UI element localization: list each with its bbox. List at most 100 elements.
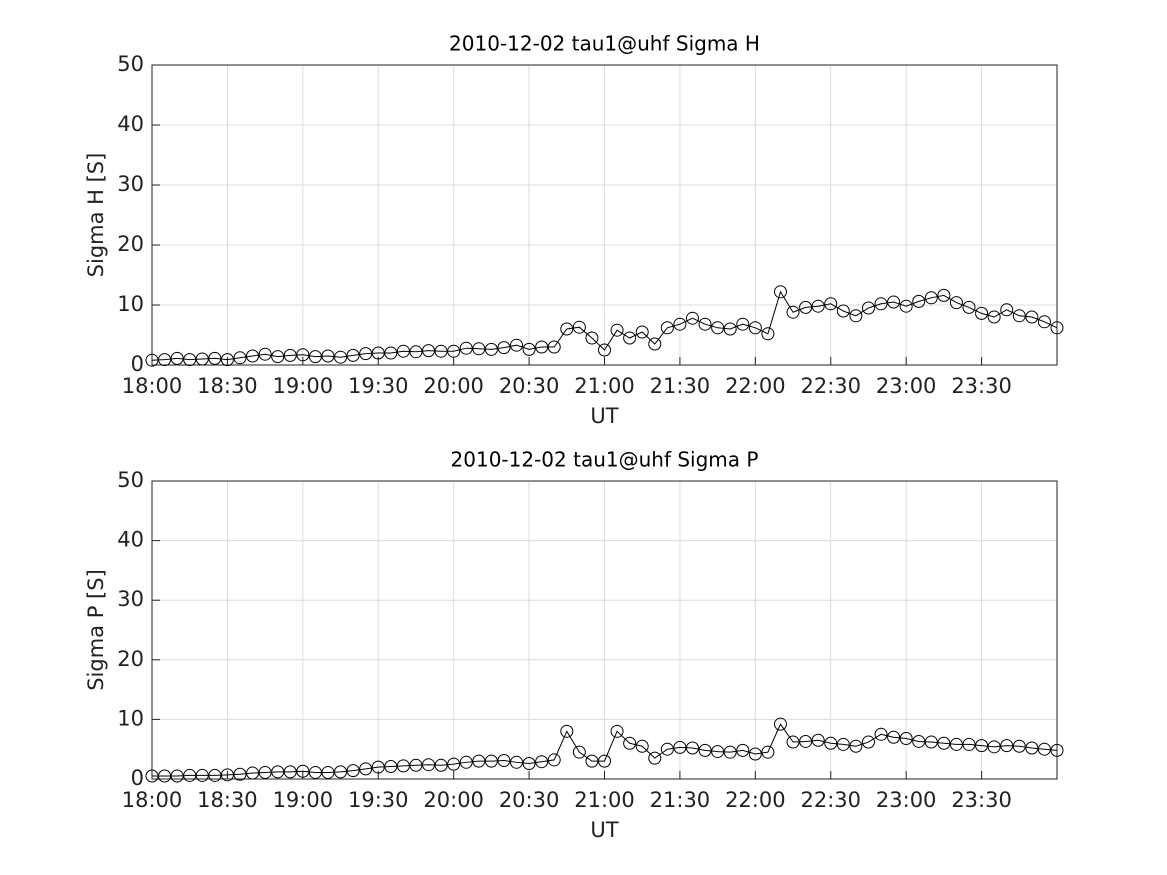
x-tick-label: 19:00 <box>273 788 334 812</box>
data-point <box>811 733 825 747</box>
data-point <box>170 351 184 365</box>
data-point <box>924 291 938 305</box>
data-point <box>748 747 762 761</box>
data-point <box>698 317 712 331</box>
data-point <box>459 755 473 769</box>
data-point <box>673 740 687 754</box>
x-tick-label: 22:30 <box>800 374 861 398</box>
x-tick-label: 20:00 <box>423 788 484 812</box>
x-tick-label: 20:30 <box>499 374 560 398</box>
x-tick-label: 18:00 <box>122 788 183 812</box>
data-point <box>497 754 511 768</box>
data-point <box>786 305 800 319</box>
data-point <box>723 322 737 336</box>
data-point <box>434 344 448 358</box>
data-point <box>308 350 322 364</box>
data-point <box>535 755 549 769</box>
data-point <box>949 296 963 310</box>
x-tick-label: 19:00 <box>273 374 334 398</box>
data-point <box>824 297 838 311</box>
y-tick-label: 0 <box>131 766 144 790</box>
x-tick-label: 23:30 <box>951 788 1012 812</box>
data-point <box>447 344 461 358</box>
data-point <box>384 759 398 773</box>
data-point <box>660 742 674 756</box>
x-tick-label: 21:00 <box>574 374 635 398</box>
data-point <box>623 736 637 750</box>
data-point <box>484 342 498 356</box>
data-point <box>1000 739 1014 753</box>
data-point <box>887 730 901 744</box>
data-point <box>874 727 888 741</box>
y-axis-label: Sigma H [S] <box>84 153 108 278</box>
data-point <box>799 734 813 748</box>
data-point <box>987 310 1001 324</box>
data-point <box>409 758 423 772</box>
data-point <box>145 353 159 367</box>
data-point <box>510 755 524 769</box>
data-point <box>598 343 611 357</box>
x-axis-label: UT <box>590 404 618 428</box>
data-point <box>434 758 448 772</box>
data-point <box>296 348 310 362</box>
data-point <box>258 765 272 779</box>
data-point <box>183 353 197 367</box>
x-tick-label: 19:30 <box>348 788 409 812</box>
chart-title: 2010-12-02 tau1@uhf Sigma P <box>451 448 759 472</box>
data-point <box>271 350 285 364</box>
data-point <box>673 317 687 331</box>
x-tick-label: 22:00 <box>725 788 786 812</box>
y-tick-label: 0 <box>131 352 144 376</box>
data-point <box>773 285 787 299</box>
data-point <box>824 736 838 750</box>
data-point <box>195 352 209 366</box>
data-point <box>924 735 938 749</box>
data-line <box>152 723 1058 777</box>
data-point <box>560 724 574 738</box>
data-point <box>371 346 385 360</box>
data-point <box>258 347 272 361</box>
data-point <box>233 351 247 365</box>
data-point <box>396 344 410 358</box>
data-point <box>811 299 825 313</box>
data-point <box>861 735 875 749</box>
data-point <box>610 323 624 337</box>
x-tick-label: 21:30 <box>650 788 711 812</box>
data-point <box>346 764 360 778</box>
data-point <box>874 297 888 311</box>
data-point <box>359 347 373 361</box>
data-point <box>861 301 875 315</box>
data-point <box>447 757 461 771</box>
data-point <box>547 753 561 767</box>
data-point <box>623 331 637 345</box>
data-point <box>648 337 662 351</box>
x-tick-label: 20:30 <box>499 788 560 812</box>
y-tick-label: 10 <box>117 292 144 316</box>
data-point <box>409 345 423 359</box>
data-point <box>912 734 926 748</box>
data-point <box>685 311 699 325</box>
data-point <box>422 758 436 772</box>
data-point <box>308 765 322 779</box>
data-point <box>748 321 762 335</box>
data-point <box>246 766 260 780</box>
data-point <box>158 353 172 367</box>
data-point <box>836 737 850 751</box>
data-point <box>422 344 436 358</box>
y-tick-label: 50 <box>117 52 144 76</box>
x-tick-label: 18:30 <box>197 374 258 398</box>
x-tick-label: 20:00 <box>423 374 484 398</box>
data-point <box>547 340 561 354</box>
data-point <box>1000 303 1014 317</box>
data-point <box>560 322 574 336</box>
data-point <box>183 768 197 782</box>
data-point <box>1050 321 1064 335</box>
data-point <box>246 349 260 363</box>
x-tick-label: 23:30 <box>951 374 1012 398</box>
axes-box <box>151 480 1058 780</box>
data-point <box>472 754 486 768</box>
x-tick-label: 21:30 <box>650 374 711 398</box>
data-point <box>208 351 222 365</box>
data-point <box>271 765 285 779</box>
